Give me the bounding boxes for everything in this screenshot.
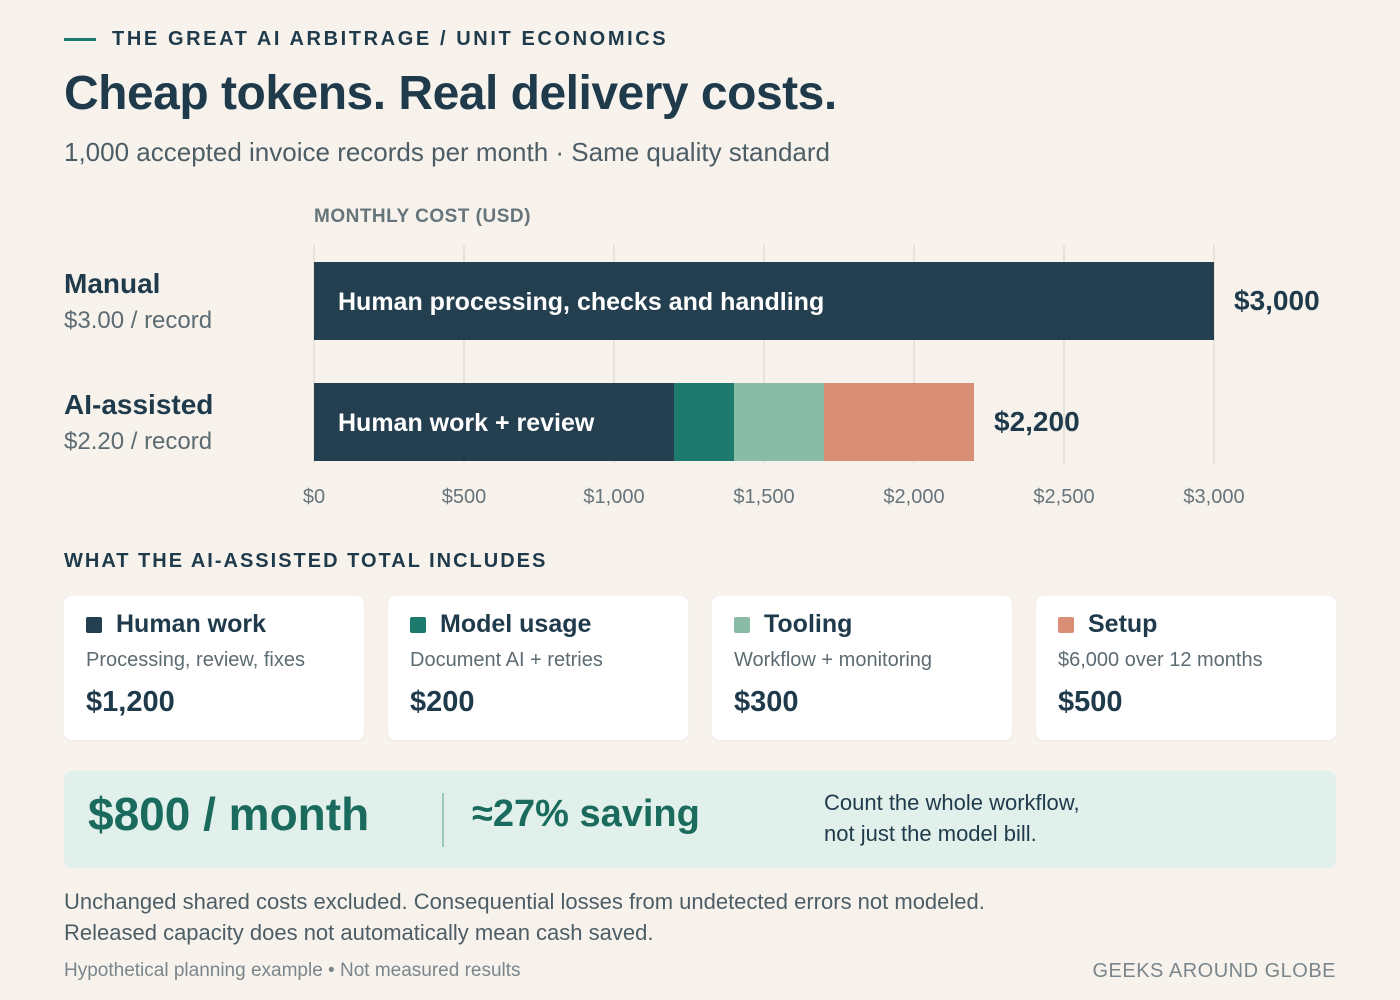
tick-label: $2,500: [1033, 486, 1094, 508]
savings-summary: $800 / month ≈27% saving Count the whole…: [64, 771, 1336, 868]
tick-label: $1,500: [733, 486, 794, 508]
card-value: $200: [410, 686, 475, 718]
summary-note-line: Count the whole workflow,: [824, 790, 1080, 815]
tick-label: $2,000: [883, 486, 944, 508]
savings-percent: ≈27% saving: [472, 793, 700, 835]
kicker-accent-line: [64, 38, 96, 41]
card-title: Human work: [116, 610, 267, 638]
tick-label: $500: [442, 486, 487, 508]
footnote-line: Unchanged shared costs excluded. Consequ…: [64, 889, 985, 914]
summary-note: Count the whole workflow, not just the m…: [824, 787, 1164, 849]
page-title: Cheap tokens. Real delivery costs.: [64, 67, 837, 120]
summary-divider: [442, 793, 444, 847]
tick-label: $3,000: [1183, 486, 1244, 508]
card-description: $6,000 over 12 months: [1058, 649, 1263, 671]
bar-total-label: $2,200: [994, 406, 1080, 437]
savings-amount: $800 / month: [88, 788, 370, 840]
chart-ticks: $0 $500 $1,000 $1,500 $2,000 $2,500 $3,000: [303, 486, 1245, 508]
card-human-work: Human work Processing, review, fixes $1,…: [64, 596, 364, 740]
tick-label: $1,000: [583, 486, 644, 508]
kicker-text: THE GREAT AI ARBITRAGE / UNIT ECONOMICS: [112, 28, 669, 50]
row-label: AI-assisted: [64, 389, 213, 420]
bar-total-label: $3,000: [1234, 285, 1320, 316]
bar-segment: [674, 383, 734, 461]
bar-segment-label: Human processing, checks and handling: [338, 288, 824, 316]
axis-title: MONTHLY COST (USD): [314, 206, 531, 227]
card-setup: Setup $6,000 over 12 months $500: [1036, 596, 1336, 740]
row-sublabel: $2.20 / record: [64, 428, 212, 455]
legend-swatch-model-usage: [410, 616, 426, 633]
summary-note-line: not just the model bill.: [824, 821, 1037, 846]
row-sublabel: $3.00 / record: [64, 307, 212, 334]
row-label: Manual: [64, 268, 160, 299]
tick-label: $0: [303, 486, 325, 508]
card-value: $500: [1058, 686, 1123, 718]
page-subtitle: 1,000 accepted invoice records per month…: [64, 137, 830, 167]
bar-segment: [314, 262, 1214, 340]
bar-segment: [314, 383, 674, 461]
footnote-line: Released capacity does not automatically…: [64, 920, 654, 945]
cost-bar-chart: MONTHLY COST (USD) Manual $3.00 / record H…: [64, 206, 1320, 508]
footer-brand: GEEKS AROUND GLOBE: [1092, 960, 1336, 982]
bar-segment: [734, 383, 824, 461]
breakdown-title: WHAT THE AI-ASSISTED TOTAL INCLUDES: [64, 550, 548, 572]
legend-swatch-human-work: [86, 616, 102, 633]
footer-disclaimer: Hypothetical planning example • Not meas…: [64, 960, 521, 981]
card-description: Workflow + monitoring: [734, 649, 933, 671]
card-description: Document AI + retries: [410, 649, 603, 671]
bar-segment: [824, 383, 974, 461]
card-title: Model usage: [440, 610, 592, 638]
card-title: Tooling: [764, 610, 853, 638]
chart-bars: [314, 262, 1214, 461]
card-tooling: Tooling Workflow + monitoring $300: [712, 596, 1012, 740]
legend-swatch-tooling: [734, 616, 750, 633]
card-model-usage: Model usage Document AI + retries $200: [388, 596, 688, 740]
card-value: $1,200: [86, 686, 175, 718]
breakdown-cards: Human work Processing, review, fixes $1,…: [64, 596, 1336, 740]
card-title: Setup: [1088, 610, 1158, 638]
card-description: Processing, review, fixes: [86, 649, 305, 671]
chart-labels: Manual $3.00 / record Human processing, ch…: [64, 268, 1320, 455]
legend-swatch-setup: [1058, 616, 1074, 633]
kicker: THE GREAT AI ARBITRAGE / UNIT ECONOMICS: [64, 28, 668, 51]
bar-segment-label: Human work + review: [338, 409, 595, 437]
card-value: $300: [734, 686, 799, 718]
